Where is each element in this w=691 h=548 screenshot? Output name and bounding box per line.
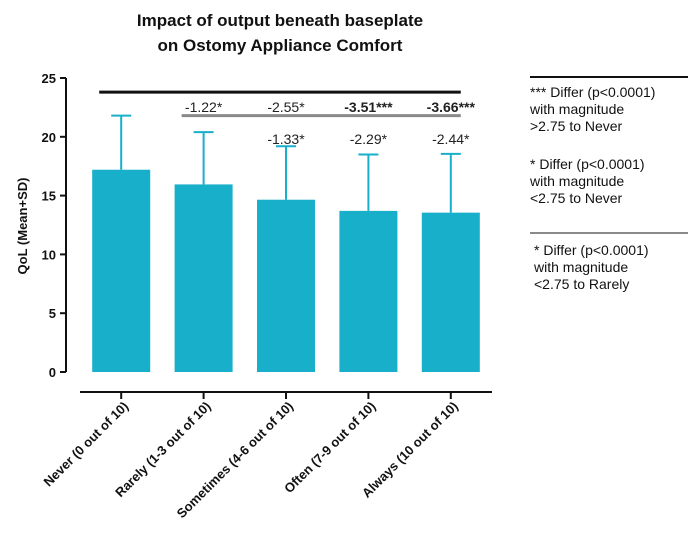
legend-line: * Differ (p<0.0001) (530, 156, 645, 172)
difference-annotation: -3.66*** (427, 99, 476, 115)
y-tick-label: 5 (49, 306, 56, 321)
legend-line: with magnitude (530, 101, 625, 117)
y-tick-label: 15 (42, 189, 56, 204)
legend-entry-star-rarely: * Differ (p<0.0001) with magnitude <2.75… (534, 242, 691, 293)
x-category-label: Often (7-9 out of 10) (281, 399, 378, 496)
legend-line: * Differ (p<0.0001) (534, 242, 649, 258)
legend-line: *** Differ (p<0.0001) (530, 84, 656, 100)
legend-rule-gray (530, 232, 688, 234)
difference-annotation: -2.44* (432, 131, 470, 147)
legend-line: with magnitude (534, 259, 629, 275)
legend-entry-star-never: * Differ (p<0.0001) with magnitude <2.75… (530, 156, 688, 207)
bar-4 (339, 210, 398, 372)
y-tick-label: 25 (42, 71, 56, 86)
x-category-label: Always (10 out of 10) (359, 399, 461, 501)
legend-line: <2.75 to Never (530, 190, 623, 206)
y-axis-label: QoL (Mean+SD) (15, 178, 30, 275)
chart-title-line2: on Ostomy Appliance Comfort (158, 36, 403, 55)
legend-line: <2.75 to Rarely (534, 276, 630, 292)
y-tick-label: 0 (49, 365, 56, 380)
legend-entry-triple-star-never: *** Differ (p<0.0001) with magnitude >2.… (530, 84, 688, 135)
legend-line: with magnitude (530, 173, 625, 189)
y-tick-label: 10 (42, 247, 56, 262)
difference-annotation: -2.55* (267, 99, 305, 115)
bar-1 (92, 169, 151, 372)
y-tick-label: 20 (42, 130, 56, 145)
difference-annotation: -3.51*** (344, 99, 393, 115)
bar-2 (174, 184, 233, 372)
bar-3 (257, 199, 315, 372)
difference-annotation: -2.29* (350, 131, 388, 147)
difference-annotation: -1.22* (185, 99, 223, 115)
chart-title-line1: Impact of output beneath baseplate (137, 11, 423, 30)
legend-rule-black (530, 76, 688, 78)
legend-line: >2.75 to Never (530, 118, 623, 134)
bar-5 (421, 212, 480, 372)
difference-annotation: -1.33* (267, 131, 305, 147)
x-category-label: Never (0 out of 10) (41, 399, 132, 490)
